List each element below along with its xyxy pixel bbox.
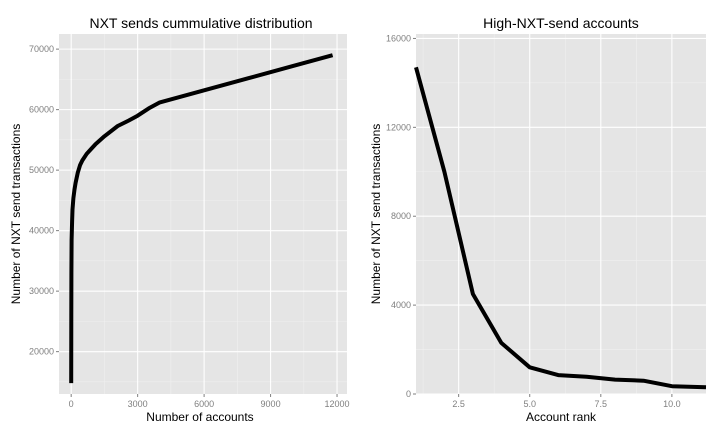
right-series-line bbox=[414, 66, 707, 390]
chart-right: High-NXT-send accounts 2.5 5.0 7.5 10.0 0 400… bbox=[369, 15, 707, 424]
left-series-line bbox=[69, 53, 334, 384]
right-y-tick-label: 0 bbox=[406, 389, 411, 399]
left-x-tick-label: 0 bbox=[69, 399, 74, 409]
right-y-tick-label: 16000 bbox=[386, 33, 411, 43]
right-y-tick-label: 8000 bbox=[391, 211, 411, 221]
left-y-tick-label: 60000 bbox=[29, 105, 54, 115]
left-y-tick-label: 40000 bbox=[29, 226, 54, 236]
left-y-tick-label: 50000 bbox=[29, 165, 54, 175]
right-y-tick-label: 12000 bbox=[386, 122, 411, 132]
right-x-tick-label: 5.0 bbox=[523, 399, 536, 409]
chart-left-series bbox=[69, 53, 334, 384]
left-x-tick-label: 6000 bbox=[194, 399, 214, 409]
left-y-tick-label: 70000 bbox=[29, 44, 54, 54]
right-y-tick-label: 4000 bbox=[391, 300, 411, 310]
chart-left-title: NXT sends cummulative distribution bbox=[89, 15, 312, 31]
left-y-tick-label: 20000 bbox=[29, 347, 54, 357]
chart-right-ticks: 2.5 5.0 7.5 10.0 0 4000 8000 12000 16000 bbox=[386, 33, 681, 409]
chart-left-y-axis-title: Number of NXT send transactions bbox=[9, 124, 23, 305]
chart-left-panel bbox=[59, 34, 347, 394]
chart-left-x-axis-title: Number of accounts bbox=[146, 410, 253, 424]
left-x-tick-label: 12000 bbox=[325, 399, 350, 409]
right-x-tick-label: 10.0 bbox=[663, 399, 681, 409]
chart-left: NXT sends cummulative distribution 0 3000… bbox=[9, 15, 350, 424]
left-x-tick-label: 3000 bbox=[128, 399, 148, 409]
left-x-tick-label: 9000 bbox=[261, 399, 281, 409]
chart-right-y-axis-title: Number of NXT send transactions bbox=[369, 124, 383, 305]
chart-right-series bbox=[414, 66, 707, 390]
chart-right-panel bbox=[416, 34, 706, 394]
left-y-tick-label: 30000 bbox=[29, 286, 54, 296]
right-x-tick-label: 7.5 bbox=[595, 399, 608, 409]
chart-right-title: High-NXT-send accounts bbox=[483, 15, 639, 31]
chart-left-ticks: 0 3000 6000 9000 12000 20000 30000 40000 50000 60… bbox=[29, 44, 350, 409]
right-x-tick-label: 2.5 bbox=[452, 399, 465, 409]
chart-right-x-axis-title: Account rank bbox=[526, 410, 597, 424]
